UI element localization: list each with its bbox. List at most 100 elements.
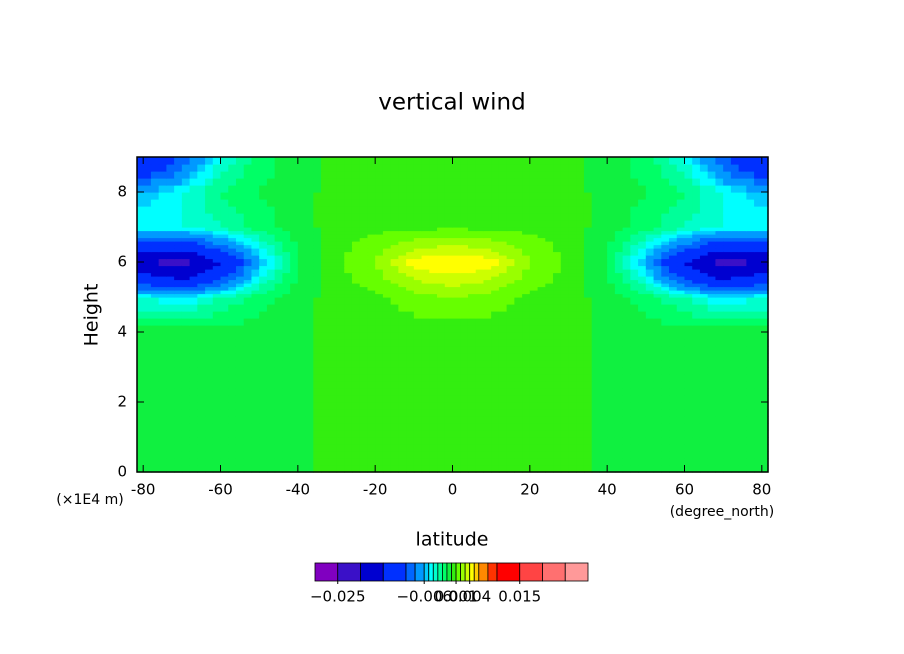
contour-cell: [583, 293, 593, 298]
contour-cell: [715, 164, 724, 172]
contour-cell: [491, 171, 500, 179]
contour-cell: [460, 227, 469, 232]
contour-cell: [359, 458, 369, 466]
contour-cell: [251, 255, 260, 260]
contour-cell: [630, 244, 639, 249]
contour-cell: [313, 262, 322, 267]
contour-cell: [174, 279, 183, 284]
contour-cell: [707, 297, 717, 305]
contour-cell: [336, 430, 345, 438]
contour-cell: [313, 276, 322, 281]
contour-cell: [684, 262, 693, 267]
contour-cell: [676, 451, 686, 459]
contour-cell: [514, 262, 523, 267]
contour-cell: [653, 458, 662, 466]
contour-cell: [158, 465, 167, 473]
contour-cell: [599, 311, 608, 319]
contour-cell: [282, 325, 291, 333]
contour-cell: [746, 325, 755, 333]
contour-cell: [174, 402, 183, 410]
contour-cell: [583, 227, 593, 232]
contour-cell: [382, 227, 392, 232]
contour-cell: [382, 332, 392, 340]
contour-cell: [475, 227, 485, 232]
contour-cell: [375, 213, 384, 221]
contour-cell: [137, 339, 152, 347]
contour-cell: [676, 346, 686, 354]
contour-cell: [189, 279, 198, 284]
contour-cell: [375, 458, 384, 466]
contour-cell: [421, 367, 430, 375]
contour-cell: [181, 206, 191, 214]
contour-cell: [344, 430, 353, 438]
contour-cell: [413, 251, 423, 256]
contour-cell: [228, 234, 237, 239]
contour-cell: [638, 304, 647, 312]
contour-cell: [599, 286, 608, 291]
contour-cell: [738, 353, 747, 361]
contour-cell: [321, 339, 330, 347]
contour-cell: [398, 311, 407, 319]
contour-cell: [723, 451, 732, 459]
contour-cell: [491, 199, 500, 207]
contour-cell: [406, 423, 415, 431]
contour-cell: [243, 423, 253, 431]
contour-cell: [328, 237, 338, 242]
contour-cell: [282, 430, 291, 438]
contour-cell: [212, 269, 222, 274]
contour-cell: [444, 388, 454, 396]
contour-cell: [599, 262, 608, 267]
contour-cell: [483, 157, 492, 165]
contour-cell: [197, 332, 206, 340]
contour-cell: [398, 430, 407, 438]
contour-cell: [437, 262, 446, 267]
contour-cell: [305, 297, 314, 305]
contour-cell: [228, 192, 237, 200]
colorbar-box: [519, 562, 543, 582]
contour-cell: [591, 346, 601, 354]
contour-cell: [297, 318, 307, 326]
contour-cell: [398, 171, 407, 179]
contour-cell: [522, 269, 531, 274]
contour-cell: [699, 234, 709, 239]
contour-cell: [669, 458, 678, 466]
contour-cell: [614, 353, 624, 361]
contour-cell: [661, 304, 670, 312]
contour-cell: [622, 409, 631, 417]
contour-cell: [645, 227, 655, 232]
contour-cell: [328, 262, 338, 267]
contour-cell: [437, 269, 446, 274]
contour-cell: [390, 269, 399, 274]
contour-cell: [723, 293, 732, 298]
contour-cell: [645, 304, 655, 312]
contour-cell: [274, 339, 283, 347]
contour-cell: [359, 220, 369, 228]
contour-cell: [444, 227, 454, 232]
contour-cell: [328, 248, 338, 253]
contour-cell: [498, 451, 508, 459]
contour-cell: [274, 423, 283, 431]
contour-cell: [437, 244, 446, 249]
contour-cell: [498, 279, 508, 284]
contour-cell: [390, 213, 399, 221]
contour-cell: [475, 244, 485, 249]
contour-cell: [137, 388, 152, 396]
contour-cell: [274, 402, 283, 410]
contour-cell: [398, 409, 407, 417]
contour-cell: [715, 251, 724, 256]
contour-cell: [382, 279, 392, 284]
contour-cell: [498, 213, 508, 221]
contour-cell: [305, 311, 314, 319]
contour-cell: [398, 465, 407, 473]
contour-cell: [460, 164, 469, 172]
contour-cell: [205, 178, 214, 186]
contour-cell: [645, 297, 655, 305]
contour-cell: [375, 409, 384, 417]
contour-cell: [591, 279, 601, 284]
contour-cell: [661, 171, 670, 179]
contour-cell: [228, 272, 237, 277]
contour-cell: [205, 192, 214, 200]
contour-cell: [723, 213, 732, 221]
contour-cell: [243, 290, 253, 295]
contour-cell: [568, 346, 577, 354]
